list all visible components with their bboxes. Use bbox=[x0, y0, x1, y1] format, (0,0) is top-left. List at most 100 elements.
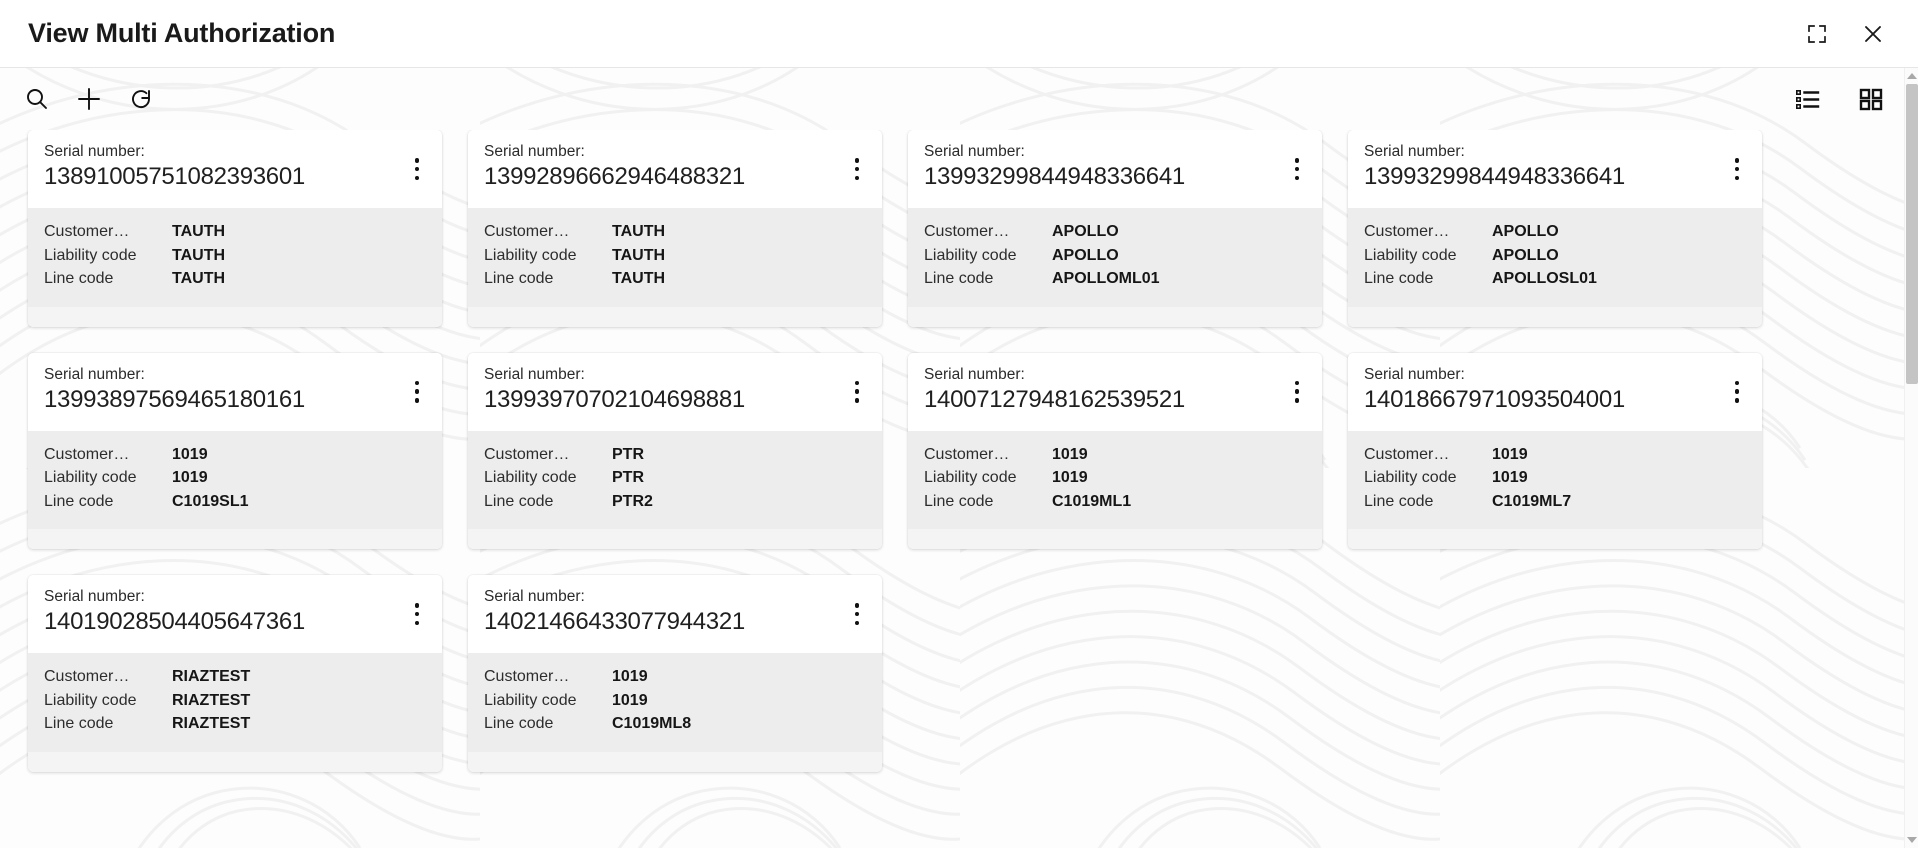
kebab-menu-icon[interactable] bbox=[406, 156, 428, 182]
kebab-menu-icon[interactable] bbox=[1726, 379, 1748, 405]
customer-label: Customer… bbox=[484, 223, 570, 240]
liability-code-label: Liability code bbox=[484, 246, 577, 264]
refresh-icon[interactable] bbox=[122, 80, 160, 118]
customer-value: APOLLO bbox=[1492, 223, 1559, 240]
liability-code-value: 1019 bbox=[172, 469, 208, 487]
liability-code-label: Liability code bbox=[44, 691, 137, 709]
kebab-menu-icon[interactable] bbox=[846, 601, 868, 627]
customer-field-row: Customer… 1019 bbox=[484, 665, 866, 689]
toolbar-right-group bbox=[1788, 80, 1890, 118]
collapse-corners-icon[interactable] bbox=[1802, 19, 1832, 49]
kebab-menu-icon[interactable] bbox=[406, 601, 428, 627]
authorization-card[interactable]: Serial number: 14007127948162539521 Custom… bbox=[908, 352, 1322, 550]
line-code-label: Line code bbox=[924, 492, 994, 510]
search-icon[interactable] bbox=[18, 80, 56, 118]
line-code-value: C1019ML8 bbox=[612, 715, 692, 733]
card-footer bbox=[468, 529, 882, 550]
customer-field-row: Customer… 1019 bbox=[924, 443, 1306, 467]
serial-number-value: 13992896662946488321 bbox=[484, 163, 745, 191]
serial-number-value: 13993897569465180161 bbox=[44, 385, 305, 413]
customer-label: Customer… bbox=[924, 445, 1010, 463]
authorization-card[interactable]: Serial number: 13993299844948336641 Custom… bbox=[1348, 130, 1762, 327]
authorization-card[interactable]: Serial number: 14021466433077944321 Custom… bbox=[468, 575, 882, 772]
card-footer bbox=[908, 529, 1322, 550]
serial-number-value: 13993970702104698881 bbox=[484, 385, 745, 413]
customer-value: 1019 bbox=[612, 668, 648, 686]
liability-code-field-row: Liability code 1019 bbox=[44, 466, 426, 490]
line-code-field-row: Line code TAUTH bbox=[484, 267, 866, 291]
customer-label: Customer… bbox=[1364, 445, 1450, 463]
card-footer bbox=[28, 751, 442, 772]
liability-code-label: Liability code bbox=[44, 469, 137, 487]
liability-code-field-row: Liability code TAUTH bbox=[484, 244, 866, 268]
line-code-label: Line code bbox=[924, 270, 994, 288]
vertical-scrollbar[interactable] bbox=[1904, 68, 1918, 848]
liability-code-value: RIAZTEST bbox=[172, 691, 251, 709]
serial-number-label: Serial number: bbox=[484, 143, 585, 160]
serial-number-value: 13993299844948336641 bbox=[924, 163, 1185, 191]
liability-code-field-row: Liability code PTR bbox=[484, 466, 866, 490]
scroll-up-arrow-icon[interactable] bbox=[1905, 68, 1918, 84]
card-footer bbox=[468, 751, 882, 772]
authorization-card[interactable]: Serial number: 14018667971093504001 Custom… bbox=[1348, 352, 1762, 550]
plus-icon[interactable] bbox=[70, 80, 108, 118]
scroll-down-arrow-icon[interactable] bbox=[1905, 832, 1918, 848]
scrollbar-track[interactable] bbox=[1905, 84, 1918, 832]
close-icon[interactable] bbox=[1858, 19, 1888, 49]
scrollbar-thumb[interactable] bbox=[1906, 84, 1918, 384]
grid-view-icon[interactable] bbox=[1852, 80, 1890, 118]
liability-code-value: 1019 bbox=[1492, 469, 1528, 487]
line-code-value: C1019SL1 bbox=[172, 492, 249, 510]
liability-code-label: Liability code bbox=[924, 246, 1017, 264]
customer-label: Customer… bbox=[1364, 223, 1450, 240]
list-view-icon[interactable] bbox=[1788, 80, 1826, 118]
line-code-field-row: Line code APOLLOSL01 bbox=[1364, 267, 1746, 291]
cards-scroll-region[interactable]: Serial number: 13891005751082393601 Custom… bbox=[0, 130, 1918, 848]
liability-code-field-row: Liability code 1019 bbox=[1364, 466, 1746, 490]
line-code-field-row: Line code APOLLOML01 bbox=[924, 267, 1306, 291]
content-area: Serial number: 13891005751082393601 Custom… bbox=[0, 68, 1918, 848]
customer-field-row: Customer… APOLLO bbox=[1364, 220, 1746, 244]
line-code-label: Line code bbox=[1364, 492, 1434, 510]
authorization-card[interactable]: Serial number: 13993299844948336641 Custom… bbox=[908, 130, 1322, 327]
kebab-menu-icon[interactable] bbox=[846, 379, 868, 405]
authorization-card-grid: Serial number: 13891005751082393601 Custom… bbox=[28, 130, 1874, 772]
card-body: Customer… 1019 Liability code 1019 Line code… bbox=[468, 653, 882, 752]
authorization-card[interactable]: Serial number: 13993897569465180161 Custom… bbox=[28, 352, 442, 550]
kebab-menu-icon[interactable] bbox=[1286, 156, 1308, 182]
authorization-card[interactable]: Serial number: 14019028504405647361 Custom… bbox=[28, 575, 442, 772]
toolbar-left-group bbox=[18, 80, 160, 118]
window-titlebar: View Multi Authorization bbox=[0, 0, 1918, 68]
customer-value: APOLLO bbox=[1052, 223, 1119, 240]
kebab-menu-icon[interactable] bbox=[406, 379, 428, 405]
authorization-card[interactable]: Serial number: 13891005751082393601 Custom… bbox=[28, 130, 442, 327]
customer-field-row: Customer… PTR bbox=[484, 443, 866, 467]
card-body: Customer… 1019 Liability code 1019 Line code… bbox=[908, 430, 1322, 530]
card-header: Serial number: 13993897569465180161 bbox=[28, 352, 442, 431]
kebab-menu-icon[interactable] bbox=[846, 156, 868, 182]
liability-code-label: Liability code bbox=[924, 469, 1017, 487]
liability-code-label: Liability code bbox=[44, 246, 137, 264]
customer-value: 1019 bbox=[172, 445, 208, 463]
authorization-card[interactable]: Serial number: 13992896662946488321 Custom… bbox=[468, 130, 882, 327]
card-body: Customer… 1019 Liability code 1019 Line code… bbox=[28, 430, 442, 530]
line-code-value: PTR2 bbox=[612, 492, 653, 510]
line-code-value: C1019ML7 bbox=[1492, 492, 1572, 510]
customer-value: 1019 bbox=[1052, 445, 1088, 463]
serial-number-label: Serial number: bbox=[1364, 365, 1465, 383]
card-footer bbox=[28, 306, 442, 327]
card-header: Serial number: 13891005751082393601 bbox=[28, 130, 442, 208]
line-code-value: TAUTH bbox=[172, 270, 226, 288]
card-body: Customer… PTR Liability code PTR Line code PT… bbox=[468, 430, 882, 530]
card-header: Serial number: 14019028504405647361 bbox=[28, 575, 442, 654]
line-code-field-row: Line code C1019SL1 bbox=[44, 490, 426, 514]
liability-code-value: 1019 bbox=[1052, 469, 1088, 487]
card-header: Serial number: 14021466433077944321 bbox=[468, 575, 882, 654]
customer-field-row: Customer… TAUTH bbox=[484, 220, 866, 244]
authorization-card[interactable]: Serial number: 13993970702104698881 Custom… bbox=[468, 352, 882, 550]
card-body: Customer… APOLLO Liability code APOLLO Line … bbox=[1348, 208, 1762, 307]
kebab-menu-icon[interactable] bbox=[1286, 379, 1308, 405]
kebab-menu-icon[interactable] bbox=[1726, 156, 1748, 182]
card-header: Serial number: 13993299844948336641 bbox=[1348, 130, 1762, 208]
line-code-field-row: Line code C1019ML8 bbox=[484, 712, 866, 736]
